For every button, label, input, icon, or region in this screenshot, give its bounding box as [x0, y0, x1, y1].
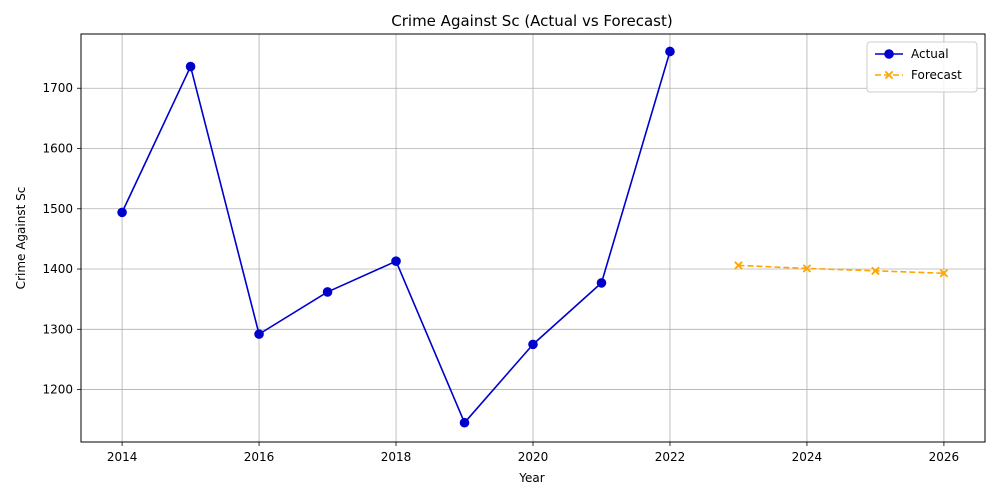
- actual-point: [391, 256, 401, 267]
- actual-point: [528, 339, 538, 350]
- y-axis-label: Crime Against Sc: [14, 187, 28, 290]
- x-tick-label: 2016: [244, 450, 275, 464]
- legend-swatch-marker: [884, 49, 894, 59]
- y-tick-label: 1500: [42, 202, 73, 216]
- actual-point: [322, 287, 333, 297]
- x-tick-label: 2018: [381, 450, 412, 464]
- chart-title: Crime Against Sc (Actual vs Forecast): [391, 12, 672, 30]
- x-tick-label: 2024: [792, 450, 823, 464]
- x-tick-label: 2020: [518, 450, 549, 464]
- forecast-point: [939, 269, 949, 278]
- x-tick-label: 2026: [929, 450, 960, 464]
- actual-point: [254, 329, 264, 339]
- actual-point: [596, 278, 607, 288]
- x-tick-label: 2022: [655, 450, 686, 464]
- y-tick-label: 1700: [42, 81, 73, 95]
- legend-item-actual: Actual: [875, 47, 949, 61]
- forecast-point: [802, 264, 812, 273]
- y-tick-label: 1600: [42, 142, 73, 156]
- legend-label: Actual: [911, 47, 949, 61]
- actual-point: [185, 61, 196, 72]
- legend-swatch-marker: [884, 70, 894, 80]
- axes: 2014 2016 2018 2020 2022 2024 2026 1200 1300 1400…: [42, 81, 959, 464]
- y-tick-label: 1400: [42, 262, 73, 276]
- x-axis-label: Year: [518, 471, 544, 485]
- series-layer: [117, 46, 949, 428]
- actual-point: [459, 417, 470, 428]
- legend: Actual Forecast: [866, 41, 978, 93]
- y-tick-label: 1300: [42, 322, 73, 336]
- forecast-line: [738, 264, 944, 275]
- forecast-point: [871, 266, 880, 276]
- forecast-point: [734, 261, 743, 270]
- actual-point: [117, 207, 127, 218]
- series-actual: [117, 46, 675, 428]
- x-tick-label: 2014: [107, 450, 138, 464]
- series-forecast: [734, 261, 949, 278]
- legend-item-forecast: Forecast: [875, 68, 962, 82]
- actual-point: [665, 46, 675, 57]
- y-tick-label: 1200: [42, 383, 73, 397]
- legend-label: Forecast: [911, 68, 962, 82]
